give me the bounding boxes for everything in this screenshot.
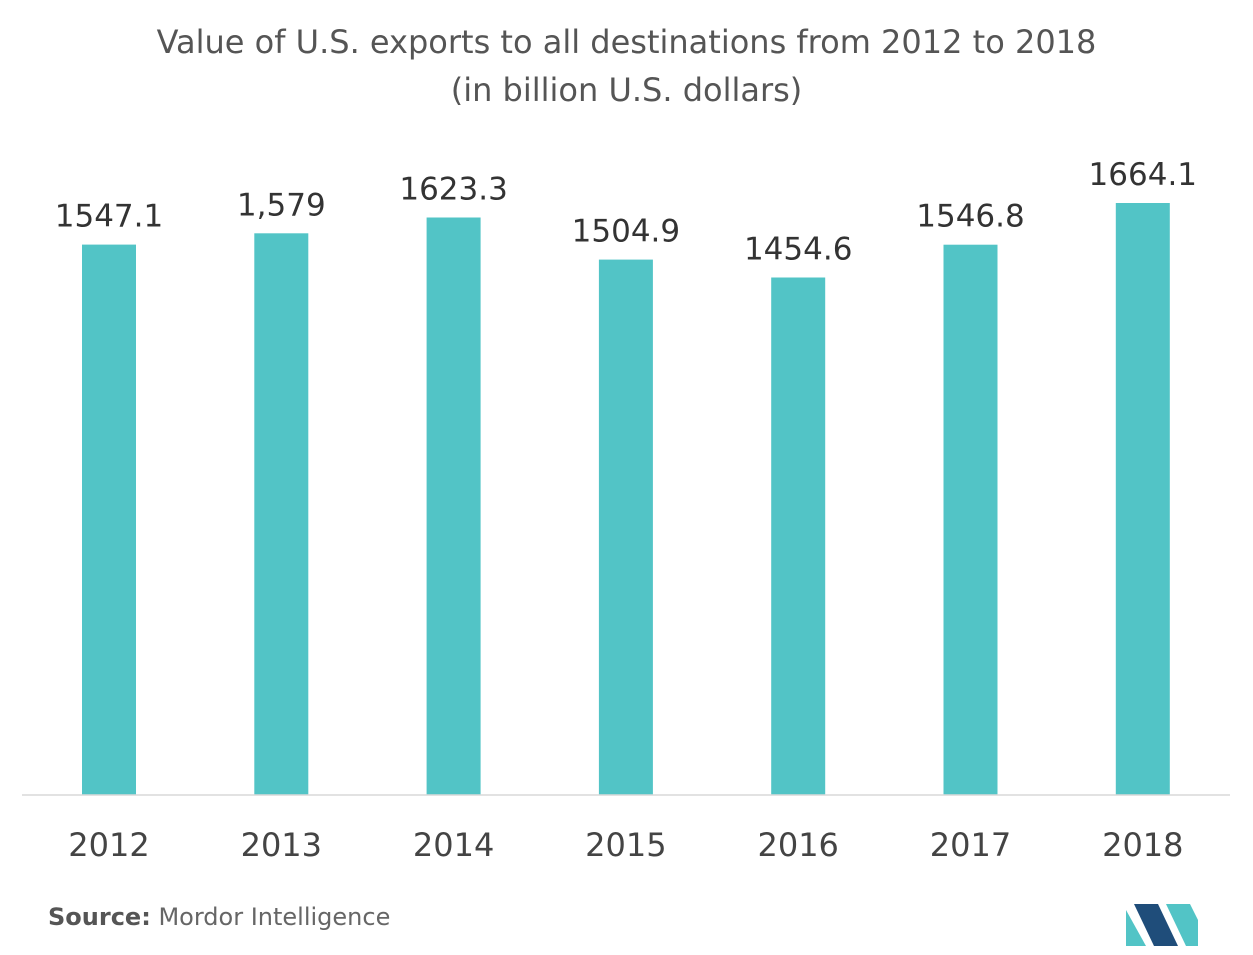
mordor-intelligence-logo-icon [1126,904,1198,946]
data-label-2016: 1454.6 [744,232,852,268]
x-tick-labels-group: 2012 2013 2014 2015 2016 2017 2018 [68,826,1183,864]
logo-shape-middle [1134,904,1178,946]
source-note: Source: Mordor Intelligence [48,903,390,931]
data-label-2012: 1547.1 [55,199,163,235]
x-tick-label-2018: 2018 [1102,826,1183,864]
bars-group [82,203,1170,796]
bar-2014 [426,217,481,795]
bar-2016 [771,277,826,795]
x-tick-label-2015: 2015 [585,826,666,864]
source-label: Source: [48,903,151,931]
bar-2012 [82,244,136,796]
source-value: Mordor Intelligence [158,903,391,931]
logo-shape-right [1166,904,1198,946]
data-label-2014: 1623.3 [399,172,507,208]
x-tick-label-2013: 2013 [241,826,322,864]
bar-2013 [254,233,309,796]
bar-2015 [598,259,653,796]
data-labels-group: 1547.1 1,579 1623.3 1504.9 1454.6 1546.8 1664.… [55,157,1197,268]
bar-chart: 1547.1 1,579 1623.3 1504.9 1454.6 1546.8 1664.… [22,157,1230,864]
data-label-2018: 1664.1 [1089,157,1197,193]
chart-title: Value of U.S. exports to all destination… [0,18,1253,114]
data-label-2013: 1,579 [237,187,326,223]
x-tick-label-2017: 2017 [930,826,1011,864]
x-tick-label-2014: 2014 [413,826,494,864]
data-label-2015: 1504.9 [572,214,680,250]
x-tick-label-2016: 2016 [757,826,838,864]
data-label-2017: 1546.8 [916,199,1024,235]
logo-shape-left [1126,910,1146,946]
x-tick-label-2012: 2012 [68,826,149,864]
bar-2018 [1115,203,1170,795]
chart-title-line2: (in billion U.S. dollars) [450,71,803,109]
chart-title-line1: Value of U.S. exports to all destination… [156,23,1097,61]
bar-2017 [943,244,998,795]
